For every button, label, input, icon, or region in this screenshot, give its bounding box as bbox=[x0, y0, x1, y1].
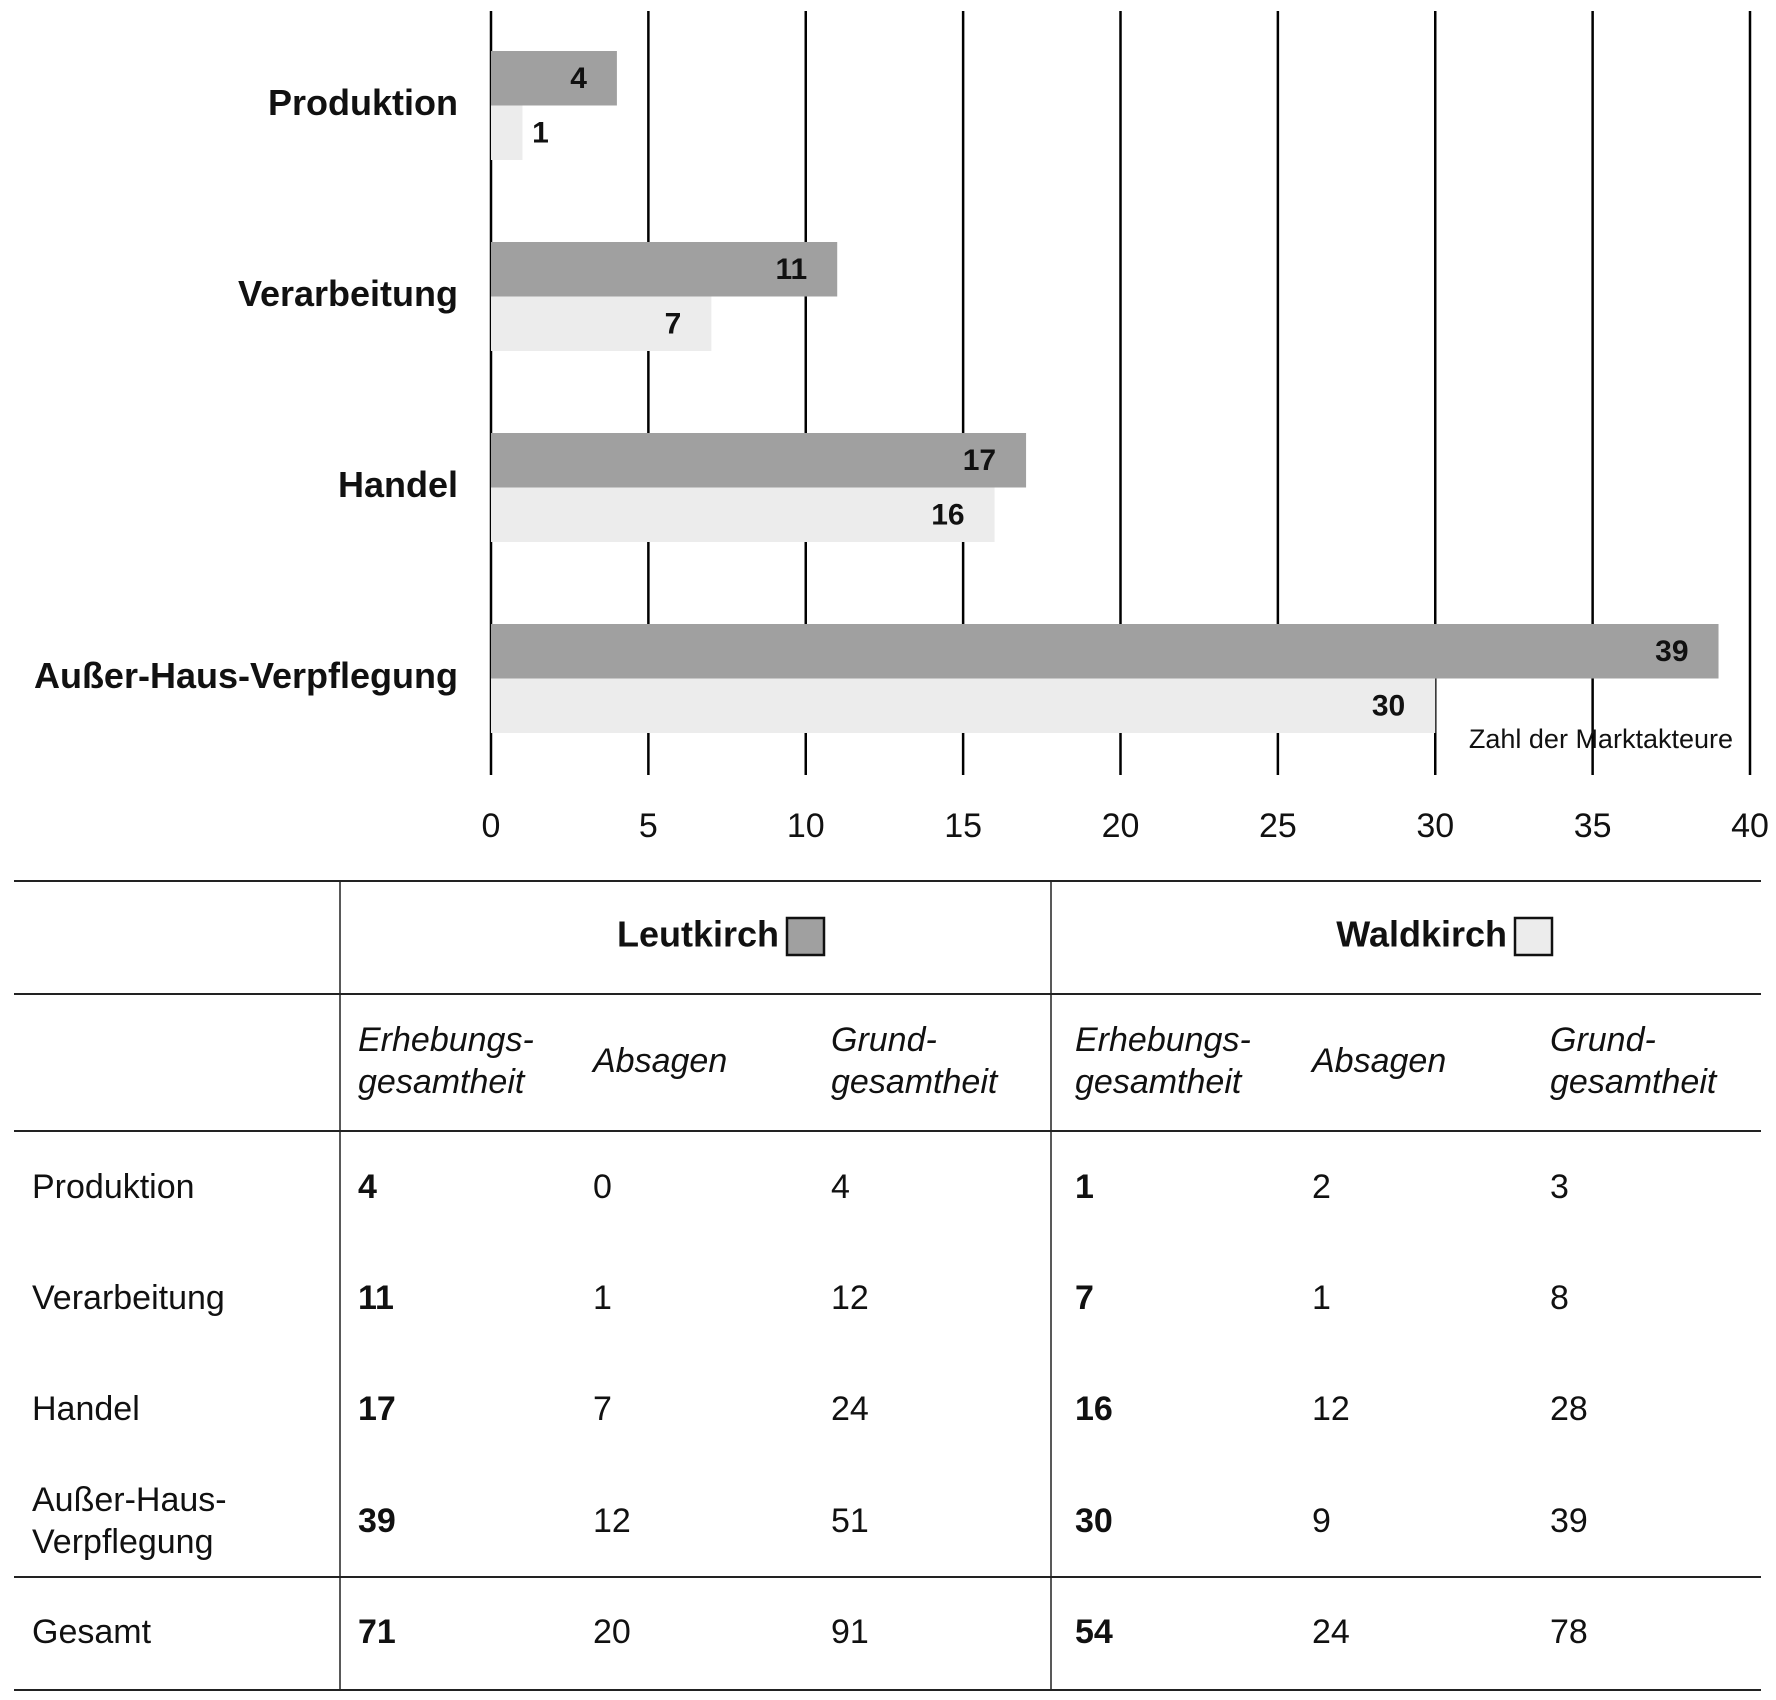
table-cell: 4 bbox=[831, 1168, 850, 1206]
x-tick-label: 40 bbox=[1731, 807, 1769, 845]
table-cell: 39 bbox=[1550, 1502, 1588, 1540]
x-tick-label: 15 bbox=[944, 807, 982, 845]
value-label: 16 bbox=[931, 499, 964, 532]
table-cell: 9 bbox=[1312, 1502, 1331, 1540]
column-subheader: Absagen bbox=[591, 1042, 727, 1080]
table-cell: 16 bbox=[1075, 1390, 1113, 1428]
value-label: 39 bbox=[1655, 635, 1688, 668]
table-cell: 20 bbox=[593, 1613, 631, 1651]
table-cell: 7 bbox=[593, 1390, 612, 1428]
table-cell: 11 bbox=[358, 1279, 394, 1317]
legend-swatch bbox=[1513, 916, 1554, 957]
axis-annotation: Zahl der Marktakteure bbox=[1469, 724, 1733, 754]
x-tick-label: 30 bbox=[1416, 807, 1454, 845]
table-cell: 3 bbox=[1550, 1168, 1569, 1206]
table-cell: 2 bbox=[1312, 1168, 1331, 1206]
bar bbox=[491, 296, 712, 351]
x-tick-label: 35 bbox=[1574, 807, 1612, 845]
column-subheader: gesamtheit bbox=[831, 1063, 999, 1101]
column-subheader: Erhebungs- bbox=[1075, 1021, 1251, 1059]
category-label: Handel bbox=[338, 464, 458, 505]
column-subheader: gesamtheit bbox=[1550, 1063, 1718, 1101]
table-cell: 24 bbox=[1312, 1613, 1350, 1651]
table-cell: 4 bbox=[358, 1168, 377, 1206]
value-label: 1 bbox=[532, 117, 549, 150]
x-tick-label: 10 bbox=[787, 807, 825, 845]
group-header: Leutkirch bbox=[617, 914, 779, 955]
table-cell: 7 bbox=[1075, 1279, 1094, 1317]
table-cell: 51 bbox=[831, 1502, 869, 1540]
column-subheader: Grund- bbox=[1550, 1021, 1656, 1059]
table-cell: 0 bbox=[593, 1168, 612, 1206]
row-label: Produktion bbox=[32, 1168, 195, 1206]
table-cell: 91 bbox=[831, 1613, 869, 1651]
value-label: 17 bbox=[963, 444, 996, 477]
bar bbox=[491, 678, 1436, 733]
bar bbox=[491, 105, 523, 160]
bar bbox=[491, 433, 1027, 488]
x-tick-label: 5 bbox=[639, 807, 658, 845]
legend-swatch bbox=[785, 916, 826, 957]
x-tick-label: 20 bbox=[1102, 807, 1140, 845]
table-cell: 12 bbox=[831, 1279, 869, 1317]
table-cell: 54 bbox=[1075, 1613, 1113, 1651]
column-subheader: Grund- bbox=[831, 1021, 937, 1059]
bar bbox=[491, 51, 617, 106]
table-cell: 1 bbox=[1312, 1279, 1331, 1317]
bar bbox=[491, 624, 1719, 679]
column-subheader: Absagen bbox=[1310, 1042, 1446, 1080]
column-subheader: Erhebungs- bbox=[358, 1021, 534, 1059]
row-label: Verarbeitung bbox=[32, 1279, 225, 1317]
table-cell: 24 bbox=[831, 1390, 869, 1428]
bar bbox=[491, 487, 995, 542]
table-cell: 8 bbox=[1550, 1279, 1569, 1317]
value-label: 11 bbox=[776, 253, 808, 286]
value-label: 7 bbox=[665, 308, 682, 341]
x-tick-label: 25 bbox=[1259, 807, 1297, 845]
column-subheader: gesamtheit bbox=[1075, 1063, 1243, 1101]
table-cell: 78 bbox=[1550, 1613, 1588, 1651]
table-cell: 39 bbox=[358, 1502, 396, 1540]
table-cell: 1 bbox=[593, 1279, 612, 1317]
category-label: Verarbeitung bbox=[238, 273, 458, 314]
table-cell: 12 bbox=[593, 1502, 631, 1540]
table-cell: 71 bbox=[358, 1613, 396, 1651]
category-label: Produktion bbox=[268, 82, 458, 123]
row-label: Handel bbox=[32, 1390, 140, 1428]
value-label: 4 bbox=[570, 62, 587, 95]
column-subheader: gesamtheit bbox=[358, 1063, 526, 1101]
table-cell: 28 bbox=[1550, 1390, 1588, 1428]
table-cell: 1 bbox=[1075, 1168, 1094, 1206]
x-tick-label: 0 bbox=[482, 807, 501, 845]
row-label: Gesamt bbox=[32, 1613, 152, 1651]
row-label: Außer-Haus- bbox=[32, 1481, 227, 1519]
table-cell: 12 bbox=[1312, 1390, 1350, 1428]
bar bbox=[491, 242, 838, 297]
value-label: 30 bbox=[1372, 690, 1405, 723]
row-label: Verpflegung bbox=[32, 1523, 214, 1561]
table-cell: 30 bbox=[1075, 1502, 1113, 1540]
group-header: Waldkirch bbox=[1336, 914, 1507, 955]
table-cell: 17 bbox=[358, 1390, 396, 1428]
category-label: Außer-Haus-Verpflegung bbox=[34, 655, 458, 696]
